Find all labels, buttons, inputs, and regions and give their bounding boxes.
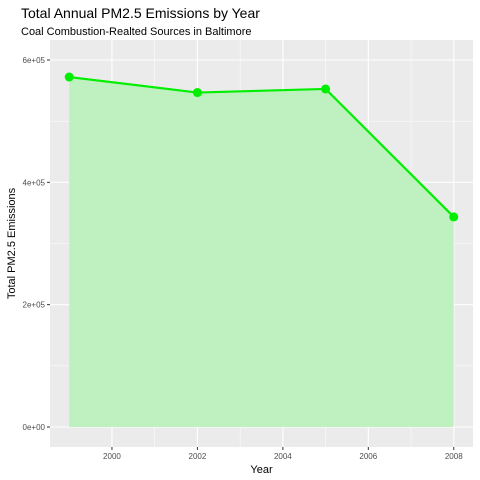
- x-tick-label: 2006: [359, 452, 377, 461]
- x-axis: 2000 2002 2004 2006 2008: [103, 447, 463, 461]
- data-point: [192, 88, 202, 98]
- y-tick-label: 0e+00: [23, 423, 46, 432]
- data-point: [321, 84, 331, 94]
- y-axis-title: Total PM2.5 Emissions: [6, 187, 18, 299]
- data-point: [449, 212, 459, 222]
- chart-subtitle: Coal Combustion-Realted Sources in Balti…: [21, 26, 252, 38]
- x-tick-label: 2008: [445, 452, 463, 461]
- data-point: [64, 72, 74, 82]
- x-tick-label: 2000: [103, 452, 121, 461]
- x-axis-title: Year: [250, 464, 273, 476]
- chart-title: Total Annual PM2.5 Emissions by Year: [21, 5, 260, 21]
- emissions-line: [69, 75, 455, 218]
- x-tick-label: 2004: [274, 452, 292, 461]
- y-tick-label: 2e+05: [23, 301, 46, 310]
- x-tick-label: 2002: [189, 452, 207, 461]
- y-tick-label: 6e+05: [23, 56, 46, 65]
- emissions-area: [69, 77, 454, 428]
- y-axis: 0e+00 2e+05 4e+05 6e+05: [23, 56, 50, 432]
- y-tick-label: 4e+05: [23, 178, 46, 187]
- data-points: [64, 72, 459, 222]
